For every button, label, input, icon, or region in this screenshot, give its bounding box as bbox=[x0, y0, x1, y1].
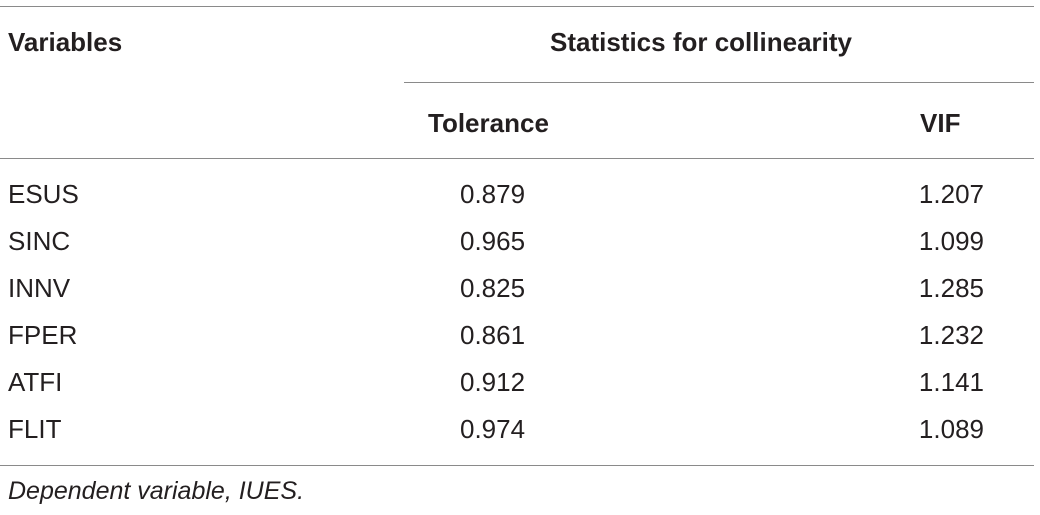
cell-variable: ATFI bbox=[8, 367, 63, 397]
cell-vif: 1.099 bbox=[918, 226, 984, 256]
header-variables: Variables bbox=[8, 27, 123, 57]
group-header-rule bbox=[404, 82, 1034, 83]
table-bottom-rule bbox=[0, 465, 1034, 466]
cell-vif: 1.285 bbox=[918, 273, 984, 303]
cell-vif: 1.207 bbox=[918, 179, 984, 209]
table-footnote: Dependent variable, IUES. bbox=[8, 477, 305, 505]
cell-tolerance: 0.861 bbox=[460, 320, 526, 350]
table-row: ESUS 0.879 1.207 bbox=[0, 170, 1034, 217]
table-top-rule bbox=[0, 6, 1034, 7]
cell-variable: ESUS bbox=[8, 179, 79, 209]
cell-variable: FLIT bbox=[8, 414, 62, 444]
cell-variable: SINC bbox=[8, 226, 71, 256]
cell-vif: 1.232 bbox=[918, 320, 984, 350]
cell-tolerance: 0.825 bbox=[460, 273, 526, 303]
table-body: ESUS 0.879 1.207 SINC 0.965 1.099 INNV 0… bbox=[0, 170, 1034, 452]
cell-vif: 1.141 bbox=[918, 367, 984, 397]
header-vif: VIF bbox=[920, 108, 961, 138]
cell-tolerance: 0.974 bbox=[460, 414, 526, 444]
table-row: FPER 0.861 1.232 bbox=[0, 311, 1034, 358]
cell-tolerance: 0.879 bbox=[460, 179, 526, 209]
cell-variable: FPER bbox=[8, 320, 78, 350]
cell-tolerance: 0.965 bbox=[460, 226, 526, 256]
header-statistics-group: Statistics for collinearity bbox=[550, 27, 852, 57]
header-bottom-rule bbox=[0, 158, 1034, 159]
table-row: ATFI 0.912 1.141 bbox=[0, 358, 1034, 405]
cell-tolerance: 0.912 bbox=[460, 367, 526, 397]
table-row: FLIT 0.974 1.089 bbox=[0, 405, 1034, 452]
table-row: INNV 0.825 1.285 bbox=[0, 264, 1034, 311]
cell-variable: INNV bbox=[8, 273, 71, 303]
cell-vif: 1.089 bbox=[918, 414, 984, 444]
header-tolerance: Tolerance bbox=[428, 108, 549, 138]
table-row: SINC 0.965 1.099 bbox=[0, 217, 1034, 264]
